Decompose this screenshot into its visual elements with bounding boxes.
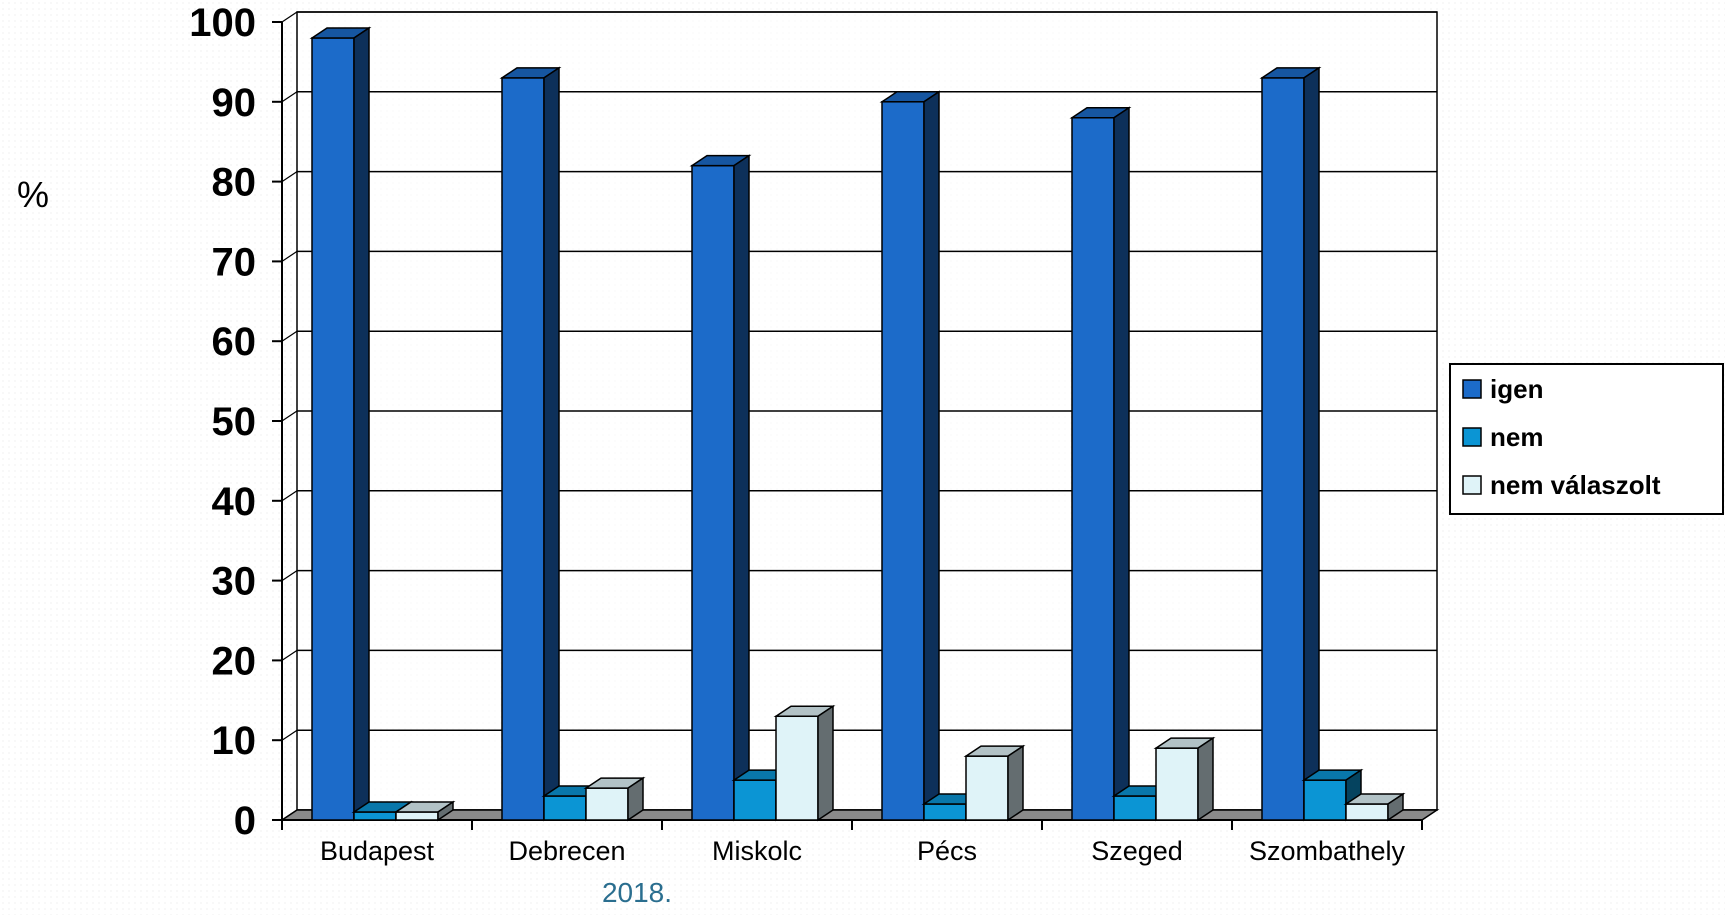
bar-igen-Budapest bbox=[309, 26, 372, 822]
y-tick-label: 10 bbox=[212, 719, 257, 763]
legend-label: nem bbox=[1490, 422, 1543, 452]
gridline-diagonal bbox=[281, 570, 298, 582]
y-tick-label: 100 bbox=[189, 1, 256, 45]
bar-front bbox=[965, 755, 1009, 821]
bar-front bbox=[501, 77, 545, 821]
bar-nem-válaszolt-Debrecen bbox=[583, 776, 646, 822]
bar-front bbox=[691, 164, 735, 821]
legend-label: igen bbox=[1490, 374, 1543, 404]
bar-nem-válaszolt-Szeged bbox=[1153, 736, 1216, 822]
legend-label: nem válaszolt bbox=[1490, 470, 1661, 500]
bar-front bbox=[585, 787, 629, 821]
bar-igen-Miskolc bbox=[689, 154, 752, 822]
bar-front bbox=[353, 811, 397, 821]
y-tick-label: 50 bbox=[212, 400, 257, 444]
bar-side bbox=[437, 800, 454, 822]
bar-side bbox=[627, 776, 644, 822]
bar-front bbox=[1261, 77, 1305, 821]
bar-front bbox=[1071, 117, 1115, 821]
bar-nem-válaszolt-Miskolc bbox=[773, 704, 836, 822]
axes-layer: 0 10 20 30 40 50 60 70 80 90 100 Budapest Debrecen Mi… bbox=[189, 1, 1423, 866]
bar-front bbox=[923, 803, 967, 821]
bar-side bbox=[1113, 106, 1130, 822]
bar-igen-Szombathely bbox=[1259, 66, 1322, 822]
legend-swatch bbox=[1462, 379, 1482, 399]
gridline-diagonal bbox=[281, 649, 298, 661]
bar-front bbox=[1303, 779, 1347, 821]
bar-front bbox=[311, 37, 355, 821]
bar-side bbox=[733, 154, 750, 822]
bar-side bbox=[817, 704, 834, 822]
legend-swatch bbox=[1462, 427, 1482, 447]
bar-nem-válaszolt-Szombathely bbox=[1343, 792, 1406, 822]
bar-side bbox=[1197, 736, 1214, 822]
gridline-diagonal bbox=[281, 11, 298, 23]
y-tick-label: 60 bbox=[212, 320, 257, 364]
x-tick-label: Szeged bbox=[1091, 836, 1183, 866]
y-tick-label: 40 bbox=[212, 480, 257, 524]
bar-igen-Szeged bbox=[1069, 106, 1132, 822]
legend-swatch bbox=[1462, 475, 1482, 495]
bar-side bbox=[543, 66, 560, 822]
x-tick-label: Pécs bbox=[917, 836, 977, 866]
bar-front bbox=[543, 795, 587, 821]
y-tick-label: 0 bbox=[234, 799, 256, 843]
gridline-diagonal bbox=[281, 171, 298, 183]
bar-side bbox=[923, 90, 940, 822]
bar-side bbox=[353, 26, 370, 822]
gridline-diagonal bbox=[281, 250, 298, 262]
gridline-diagonal bbox=[281, 410, 298, 422]
gridline-diagonal bbox=[281, 330, 298, 342]
y-tick-label: 80 bbox=[212, 161, 257, 205]
bar-front bbox=[733, 779, 777, 821]
bar-front bbox=[395, 811, 439, 821]
y-tick-label: 70 bbox=[212, 240, 257, 284]
y-axis-label: % bbox=[17, 174, 49, 215]
x-tick-label: Debrecen bbox=[508, 836, 625, 866]
bar-front bbox=[1345, 803, 1389, 821]
x-tick-label: Szombathely bbox=[1249, 836, 1406, 866]
bars-layer bbox=[309, 26, 1406, 822]
gridline-diagonal bbox=[281, 490, 298, 502]
legend-box bbox=[1449, 363, 1724, 515]
x-tick-label: Miskolc bbox=[712, 836, 802, 866]
bar-side bbox=[1387, 792, 1404, 822]
y-tick-label: 20 bbox=[212, 639, 257, 683]
footer-year: 2018. bbox=[602, 877, 672, 908]
y-tick-label: 30 bbox=[212, 560, 257, 604]
x-tick-label: Budapest bbox=[320, 836, 435, 866]
bar-nem-válaszolt-Pécs bbox=[963, 744, 1026, 822]
y-tick-label: 90 bbox=[212, 81, 257, 125]
bar-igen-Debrecen bbox=[499, 66, 562, 822]
bar-side bbox=[1303, 66, 1320, 822]
bar-front bbox=[775, 715, 819, 821]
gridline-diagonal bbox=[281, 729, 298, 741]
plot-area bbox=[279, 11, 1440, 821]
bar-front bbox=[1155, 747, 1199, 821]
bar-nem-válaszolt-Budapest bbox=[393, 800, 456, 822]
bar-igen-Pécs bbox=[879, 90, 942, 822]
bar-front bbox=[881, 101, 925, 821]
bar-front bbox=[1113, 795, 1157, 821]
legend: igen nem nem válaszolt bbox=[1449, 363, 1724, 515]
gridline-diagonal bbox=[281, 91, 298, 103]
bar-side bbox=[1007, 744, 1024, 822]
